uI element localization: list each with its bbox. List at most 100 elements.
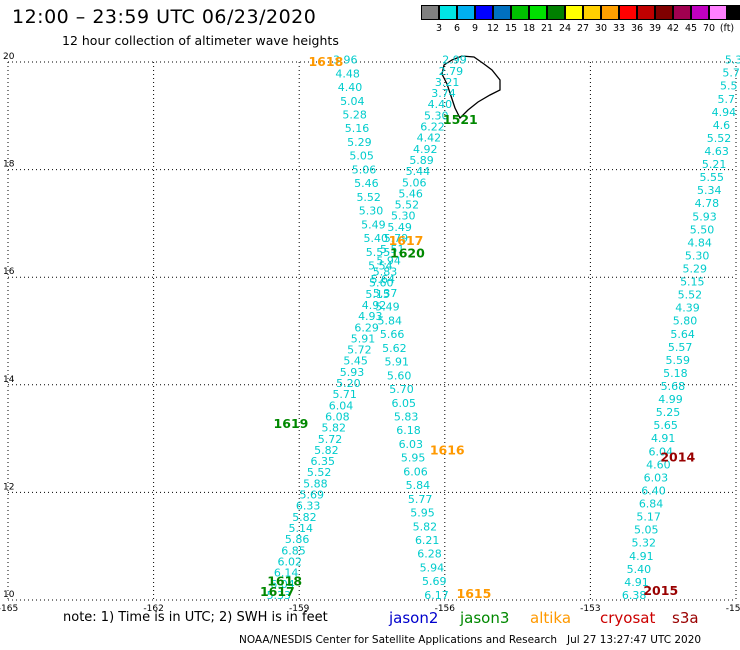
swh-value: 5.50	[690, 223, 715, 236]
swh-value: 5.80	[673, 315, 698, 328]
swh-value: 5.66	[380, 328, 405, 341]
swh-value: 3.96	[333, 54, 358, 67]
color-swatch	[493, 5, 511, 20]
swh-value: 5.40	[363, 232, 388, 245]
color-scale-label: 27	[576, 23, 590, 34]
swh-value: 5.33	[267, 589, 292, 602]
color-swatch	[439, 5, 457, 20]
pass-number-label: 1617	[389, 233, 424, 248]
swh-value: 5.88	[303, 477, 328, 490]
swh-value: 5.59	[666, 354, 691, 367]
swh-value: 2.99	[442, 54, 467, 67]
swh-value: 5.16	[345, 122, 370, 135]
swh-value: 6.85	[281, 544, 306, 557]
swh-value: 6.40	[641, 484, 666, 497]
x-tick-label: -162	[143, 604, 163, 614]
footer-credit: NOAA/NESDIS Center for Satellite Applica…	[239, 634, 702, 646]
swh-value: 4.39	[675, 302, 700, 315]
swh-value: 5.06	[402, 176, 427, 189]
swh-value: 4.91	[629, 550, 654, 563]
swh-value: 5.28	[342, 109, 367, 122]
swh-value: 4.48	[335, 67, 360, 80]
swh-value: 5.64	[670, 328, 695, 341]
swh-value: 6.33	[296, 500, 321, 513]
color-scale-label: 30	[594, 23, 608, 34]
swh-value: 4.40	[338, 81, 363, 94]
pass-number-label: 1616	[430, 443, 465, 458]
color-scale-label: 6	[453, 23, 461, 34]
swh-value: 5.55	[699, 171, 724, 184]
swh-value: 5.15	[365, 288, 390, 301]
hawaii-island-coastline	[441, 55, 501, 120]
swh-value: 5.68	[661, 380, 686, 393]
swh-value: 5.77	[408, 493, 433, 506]
swh-value: 5.69	[422, 575, 447, 588]
swh-value: 5.51	[380, 243, 405, 256]
swh-value: 6.28	[417, 548, 442, 561]
color-swatch	[547, 5, 565, 20]
color-swatch	[511, 5, 529, 20]
color-scale-label: 12	[486, 23, 500, 34]
swh-value: 5.72	[347, 344, 372, 357]
y-tick-label: 14	[3, 375, 15, 385]
x-tick-label: -153	[580, 604, 600, 614]
color-swatch	[619, 5, 637, 20]
color-swatch	[565, 5, 583, 20]
color-scale-label: 42	[666, 23, 680, 34]
pass-number-label: 1618	[267, 573, 302, 588]
swh-value: 5.32	[632, 537, 657, 550]
island-outline	[441, 55, 501, 120]
swh-value: 5.52	[678, 289, 703, 302]
legend-cryosat: cryosat	[600, 609, 656, 627]
color-scale-label: 24	[558, 23, 572, 34]
swh-value: 6.08	[325, 410, 350, 423]
color-swatch	[457, 5, 475, 20]
x-tick-label: -150	[726, 604, 740, 614]
page-title: 12:00 – 23:59 UTC 06/23/2020	[12, 6, 317, 28]
swh-value: 5.55	[366, 246, 391, 259]
swh-value: 5.89	[409, 154, 434, 167]
color-scale-label: 70	[702, 23, 716, 34]
color-swatch	[583, 5, 601, 20]
color-swatch	[601, 5, 619, 20]
swh-value: 5.04	[340, 95, 365, 108]
swh-value: 4.78	[695, 197, 720, 210]
swh-value: 6.35	[310, 455, 335, 468]
swh-value: 5.40	[627, 563, 652, 576]
color-scale-label: 33	[612, 23, 626, 34]
swh-value: 5.91	[351, 332, 376, 345]
swh-value: 4.92	[362, 299, 387, 312]
swh-value: 5.82	[321, 422, 346, 435]
y-tick-label: 16	[3, 267, 15, 277]
swh-value: 5.94	[376, 254, 401, 267]
swh-value: 6.05	[392, 397, 417, 410]
swh-value: 5.52	[707, 132, 732, 145]
swh-value: 4.6	[713, 119, 731, 132]
swh-value: 5.86	[285, 533, 310, 546]
swh-value: 4.91	[651, 432, 676, 445]
color-swatch	[475, 5, 493, 20]
pass-number-label: 1620	[390, 245, 425, 260]
swh-value: 5.05	[349, 150, 374, 163]
swh-value: 5.52	[395, 199, 420, 212]
swh-tracks: 5.336.046.146.026.855.865.145.826.335.69…	[267, 54, 740, 602]
x-tick-label: -159	[289, 604, 310, 614]
pass-number-label: 1618	[308, 54, 343, 69]
swh-value: 5.06	[352, 163, 377, 176]
swh-value: 6.14	[274, 567, 299, 580]
swh-value: 4.60	[646, 458, 671, 471]
swh-value: 6.04	[270, 578, 295, 591]
swh-value: 5.5	[720, 80, 738, 93]
color-scale-label: 9	[471, 23, 479, 34]
swh-value: 5.18	[663, 367, 688, 380]
swh-value: 5.54	[368, 260, 393, 273]
swh-value: 6.03	[644, 471, 669, 484]
color-scale-label: 21	[540, 23, 554, 34]
swh-value: 5.60	[387, 369, 412, 382]
y-tick-label: 18	[3, 160, 15, 170]
swh-value: 4.92	[413, 143, 438, 156]
pass-number-label: 1521	[443, 112, 478, 127]
swh-value: 5.82	[292, 511, 317, 524]
swh-value: 5.15	[680, 276, 705, 289]
swh-value: 3.21	[435, 76, 460, 89]
